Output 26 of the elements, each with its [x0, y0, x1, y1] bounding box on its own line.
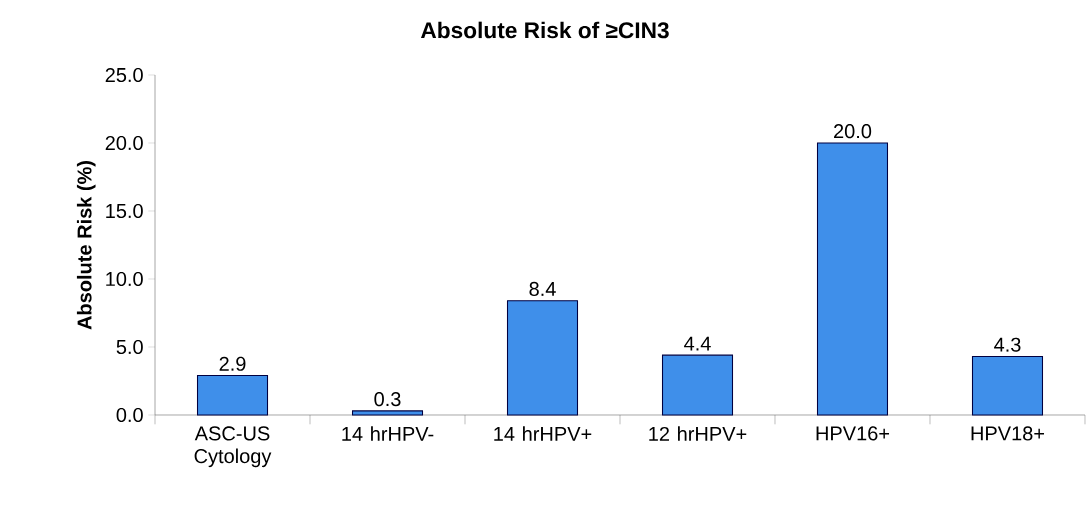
y-tick-label: 25.0 [105, 67, 143, 83]
x-tick-label: 14 hrHPV+ [494, 426, 592, 441]
y-tick-label: 10.0 [106, 271, 143, 287]
data-label: 20.0 [834, 124, 872, 139]
y-tick-label: 20.0 [105, 135, 143, 151]
bar [661, 354, 734, 416]
x-tick-label: HPV16+ [816, 426, 890, 441]
y-tick-label: 5.0 [116, 339, 143, 355]
bar [816, 142, 889, 416]
bar [351, 410, 424, 416]
bar [506, 300, 579, 416]
data-label: 0.3 [374, 392, 401, 407]
data-label: 4.3 [994, 337, 1021, 352]
y-tick-label: 15.0 [106, 203, 143, 219]
chart-title: Absolute Risk of ≥CIN3 [420, 21, 669, 39]
x-tick-label: 12 hrHPV+ [649, 426, 747, 441]
x-tick-label: ASC-US Cytology [194, 426, 272, 468]
y-axis-title: Absolute Risk (%) [76, 161, 96, 330]
x-tick-label: HPV18+ [971, 426, 1045, 441]
data-label: 8.4 [529, 281, 556, 297]
x-tick-label: 14 hrHPV- [342, 426, 434, 441]
data-label: 4.4 [684, 336, 711, 351]
data-label: 2.9 [219, 356, 246, 371]
bar [971, 355, 1044, 416]
bar [196, 375, 269, 416]
y-tick-label: 0.0 [116, 407, 143, 423]
